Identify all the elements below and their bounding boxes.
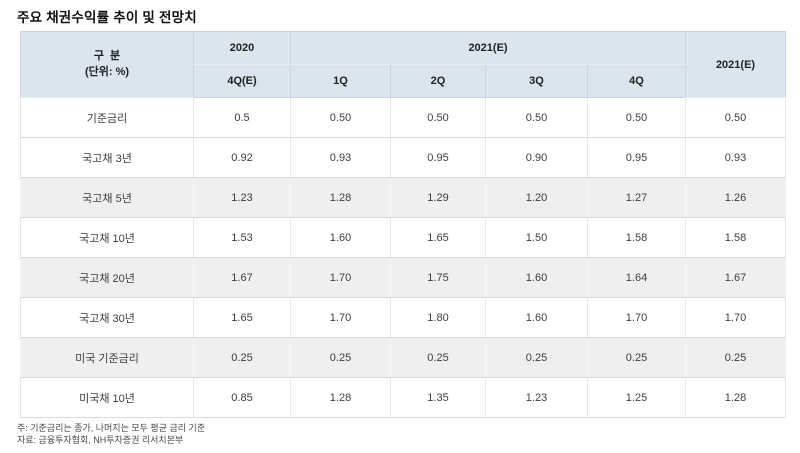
cell-value: 0.50 <box>390 97 486 138</box>
cell-value: 0.90 <box>485 137 588 178</box>
header-group-row: 구 분 (단위: %) 2020 2021(E) 2021(E) <box>20 31 787 98</box>
row-label: 기준금리 <box>20 97 194 138</box>
cell-value: 0.25 <box>193 337 291 378</box>
subheader-2q: 2Q <box>390 64 486 98</box>
page-title: 주요 채권수익률 추이 및 전망치 <box>17 10 197 25</box>
table-row: 미국채 10년 0.85 1.28 1.35 1.23 1.25 1.28 <box>20 377 787 418</box>
footnotes: 주: 기준금리는 종가, 나머지는 모두 평균 금리 기준 자료: 금융투자협회… <box>17 422 205 446</box>
cell-value: 1.70 <box>586 297 687 338</box>
cell-value: 0.50 <box>485 97 588 138</box>
table-header: 구 분 (단위: %) 2020 2021(E) 2021(E) 4Q(E) 1… <box>20 31 787 98</box>
cell-value: 1.60 <box>290 217 391 258</box>
cell-value: 1.70 <box>290 297 391 338</box>
header-sub-row: 4Q(E) 1Q 2Q 3Q 4Q <box>21 64 786 98</box>
row-label: 미국 기준금리 <box>20 337 194 378</box>
cell-value: 0.93 <box>290 137 391 178</box>
cell-value: 1.67 <box>685 257 787 298</box>
subheader-3q: 3Q <box>485 64 588 98</box>
cell-value: 1.60 <box>485 297 588 338</box>
table-row: 기준금리 0.5 0.50 0.50 0.50 0.50 0.50 <box>20 97 787 138</box>
table-row: 국고채 10년 1.53 1.60 1.65 1.50 1.58 1.58 <box>20 217 787 258</box>
table-row: 국고채 3년 0.92 0.93 0.95 0.90 0.95 0.93 <box>20 137 787 178</box>
cell-value: 1.27 <box>586 177 687 218</box>
row-label: 국고채 3년 <box>20 137 194 178</box>
row-label: 미국채 10년 <box>20 377 194 418</box>
source-line: 자료: 금융투자협회, NH투자증권 리서치본부 <box>17 435 184 446</box>
cell-value: 0.95 <box>390 137 486 178</box>
subheader-4qe: 4Q(E) <box>193 64 291 98</box>
cell-value: 1.64 <box>586 257 687 298</box>
cell-value: 1.25 <box>586 377 687 418</box>
cell-value: 0.95 <box>586 137 687 178</box>
cell-value: 1.58 <box>685 217 787 258</box>
cell-value: 0.85 <box>193 377 291 418</box>
cell-value: 0.93 <box>685 137 787 178</box>
cell-value: 1.20 <box>485 177 588 218</box>
subheader-1q: 1Q <box>290 64 391 98</box>
col-group-2021e: 2021(E) <box>289 31 687 65</box>
col-group-2020: 2020 <box>193 31 291 65</box>
note-line: 주: 기준금리는 종가, 나머지는 모두 평균 금리 기준 <box>17 423 206 433</box>
cell-value: 0.25 <box>685 337 787 378</box>
cell-value: 1.70 <box>685 297 787 338</box>
cell-value: 1.23 <box>485 377 588 418</box>
cell-value: 0.50 <box>586 97 687 138</box>
table-row: 국고채 5년 1.23 1.28 1.29 1.20 1.27 1.26 <box>20 177 787 218</box>
corner-unit-label: (단위: %) <box>84 65 130 78</box>
row-label: 국고채 20년 <box>20 257 194 298</box>
cell-value: 1.60 <box>485 257 588 298</box>
row-label: 국고채 5년 <box>20 177 194 218</box>
bond-yield-table: 구 분 (단위: %) 2020 2021(E) 2021(E) 4Q(E) 1… <box>20 31 787 418</box>
cell-value: 0.5 <box>193 97 291 138</box>
subheader-4q: 4Q <box>586 64 687 98</box>
cell-value: 1.28 <box>685 377 787 418</box>
cell-value: 1.29 <box>390 177 486 218</box>
table-row: 국고채 20년 1.67 1.70 1.75 1.60 1.64 1.67 <box>20 257 787 298</box>
cell-value: 0.50 <box>290 97 391 138</box>
table-row: 국고채 30년 1.65 1.70 1.80 1.60 1.70 1.70 <box>20 297 787 338</box>
cell-value: 1.80 <box>390 297 486 338</box>
corner-label: 구 분 <box>93 49 121 62</box>
row-label: 국고채 10년 <box>20 217 194 258</box>
cell-value: 0.25 <box>390 337 486 378</box>
cell-value: 0.92 <box>193 137 291 178</box>
cell-value: 0.25 <box>485 337 588 378</box>
cell-value: 1.67 <box>193 257 291 298</box>
cell-value: 1.53 <box>193 217 291 258</box>
cell-value: 1.50 <box>485 217 588 258</box>
cell-value: 1.35 <box>390 377 486 418</box>
row-label: 국고채 30년 <box>20 297 194 338</box>
cell-value: 1.58 <box>586 217 687 258</box>
cell-value: 1.70 <box>290 257 391 298</box>
cell-value: 0.25 <box>290 337 391 378</box>
cell-value: 1.75 <box>390 257 486 298</box>
cell-value: 1.65 <box>390 217 486 258</box>
cell-value: 1.65 <box>193 297 291 338</box>
cell-value: 1.28 <box>290 377 391 418</box>
cell-value: 1.26 <box>685 177 787 218</box>
cell-value: 0.25 <box>586 337 687 378</box>
col-annual-2021e: 2021(E) <box>685 31 787 98</box>
cell-value: 0.50 <box>685 97 787 138</box>
table-row: 미국 기준금리 0.25 0.25 0.25 0.25 0.25 0.25 <box>20 337 787 378</box>
cell-value: 1.23 <box>193 177 291 218</box>
table-body: 기준금리 0.5 0.50 0.50 0.50 0.50 0.50 국고채 3년 0.92 0.9… <box>20 97 787 418</box>
cell-value: 1.28 <box>290 177 391 218</box>
corner-header-cell: 구 분 (단위: %) <box>20 31 194 98</box>
